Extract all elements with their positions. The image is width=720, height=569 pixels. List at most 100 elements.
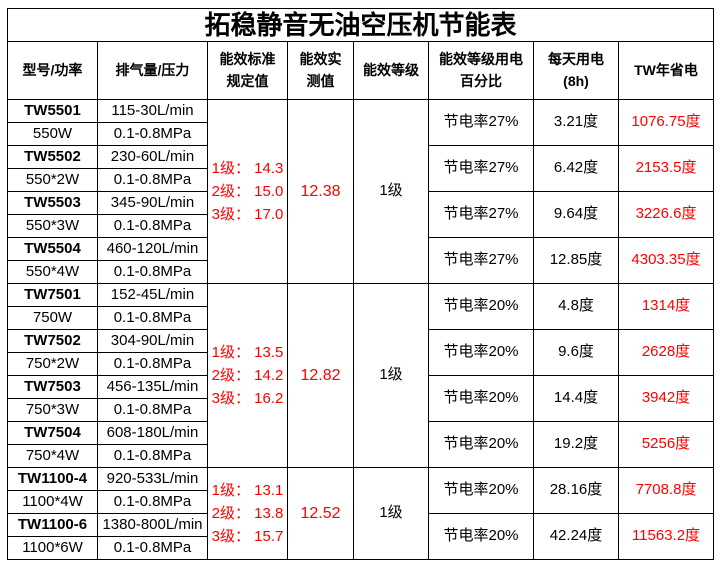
flow-cell: 230-60L/min xyxy=(97,145,208,169)
standard-line: 2级： 14.2 xyxy=(211,367,284,384)
flow-cell: 920-533L/min xyxy=(97,467,208,491)
annual-saving-cell: 3226.6度 xyxy=(617,191,715,238)
saving-rate-cell: 节电率20% xyxy=(428,375,534,422)
model-cell: TW7503 xyxy=(7,375,98,399)
daily-usage-cell: 6.42度 xyxy=(533,145,619,192)
flow-cell: 152-45L/min xyxy=(97,283,208,307)
col-header-displacement-pressure: 排气量/压力 xyxy=(97,41,208,100)
col-header-grade: 能效等级 xyxy=(353,41,429,100)
table-row: TW5503 345-90L/min 节电率27% 9.64度 3226.6度 xyxy=(7,191,715,238)
table-row: 750*3W 0.1-0.8MPa xyxy=(7,398,714,422)
standard-line: 3级： 15.7 xyxy=(211,528,284,545)
daily-usage-cell: 9.6度 xyxy=(533,329,619,376)
pressure-cell: 0.1-0.8MPa xyxy=(97,260,208,284)
col-header-annual-saving: TW年省电 xyxy=(617,41,715,100)
table-row: TW7502 304-90L/min 节电率20% 9.6度 2628度 xyxy=(7,329,715,376)
model-cell: TW7502 xyxy=(7,329,98,353)
daily-usage-cell: 9.64度 xyxy=(533,191,619,238)
power-cell: 750*3W xyxy=(7,398,98,422)
power-cell: 750*4W xyxy=(7,444,98,468)
grade-cell: 1级 xyxy=(353,467,429,560)
flow-cell: 456-135L/min xyxy=(97,375,208,399)
standard-values-cell: 1级： 13.1 2级： 13.8 3级： 15.7 xyxy=(207,467,288,560)
standard-line: 2级： 15.0 xyxy=(211,183,284,200)
pressure-cell: 0.1-0.8MPa xyxy=(97,490,208,514)
col-header-model-power: 型号/功率 xyxy=(7,41,98,100)
standard-line: 3级： 17.0 xyxy=(211,206,284,223)
pressure-cell: 0.1-0.8MPa xyxy=(97,398,208,422)
standard-line: 1级： 13.5 xyxy=(211,344,284,361)
grade-cell: 1级 xyxy=(353,283,429,468)
pressure-cell: 0.1-0.8MPa xyxy=(97,122,208,146)
table-row: TW7501 152-45L/min 1级： 13.5 2级： 14.2 3级：… xyxy=(7,283,715,468)
saving-rate-cell: 节电率20% xyxy=(428,467,534,514)
table-row: TW7504 608-180L/min 节电率20% 19.2度 5256度 xyxy=(7,421,715,468)
table-row: 1100*6W 0.1-0.8MPa xyxy=(7,536,714,560)
power-cell: 550*3W xyxy=(7,214,98,238)
pressure-cell: 0.1-0.8MPa xyxy=(97,536,208,560)
flow-cell: 345-90L/min xyxy=(97,191,208,215)
standard-values-cell: 1级： 14.3 2级： 15.0 3级： 17.0 xyxy=(207,99,288,284)
annual-saving-cell: 4303.35度 xyxy=(617,237,715,284)
col-header-grade-power-pct: 能效等级用电 百分比 xyxy=(428,41,534,100)
annual-saving-cell: 5256度 xyxy=(617,421,715,468)
flow-cell: 115-30L/min xyxy=(97,99,208,123)
model-cell: TW7504 xyxy=(7,421,98,445)
pressure-cell: 0.1-0.8MPa xyxy=(97,444,208,468)
model-cell: TW1100-4 xyxy=(7,467,98,491)
standard-line: 2级： 13.8 xyxy=(211,505,284,522)
saving-rate-cell: 节电率27% xyxy=(428,145,534,192)
daily-usage-cell: 4.8度 xyxy=(533,283,619,330)
table-row: 1100*4W 0.1-0.8MPa xyxy=(7,490,714,514)
power-cell: 750W xyxy=(7,306,98,330)
saving-rate-cell: 节电率27% xyxy=(428,237,534,284)
pressure-cell: 0.1-0.8MPa xyxy=(97,306,208,330)
flow-cell: 460-120L/min xyxy=(97,237,208,261)
standard-values-cell: 1级： 13.5 2级： 14.2 3级： 16.2 xyxy=(207,283,288,468)
annual-saving-cell: 7708.8度 xyxy=(617,467,715,514)
energy-saving-table: 拓稳静音无油空压机节能表 型号/功率 排气量/压力 能效标准 规定值 能效实 测… xyxy=(6,8,715,560)
standard-line: 1级： 13.1 xyxy=(211,482,284,499)
col-header-standard-value: 能效标准 规定值 xyxy=(207,41,288,100)
daily-usage-cell: 14.4度 xyxy=(533,375,619,422)
saving-rate-cell: 节电率20% xyxy=(428,283,534,330)
saving-rate-cell: 节电率27% xyxy=(428,99,534,146)
col-header-daily-usage: 每天用电 (8h) xyxy=(533,41,619,100)
table-row: TW5504 460-120L/min 节电率27% 12.85度 4303.3… xyxy=(7,237,715,284)
annual-saving-cell: 2628度 xyxy=(617,329,715,376)
model-cell: TW5501 xyxy=(7,99,98,123)
flow-cell: 304-90L/min xyxy=(97,329,208,353)
annual-saving-cell: 3942度 xyxy=(617,375,715,422)
power-cell: 1100*4W xyxy=(7,490,98,514)
standard-line: 3级： 16.2 xyxy=(211,390,284,407)
flow-cell: 1380-800L/min xyxy=(97,513,208,537)
model-cell: TW7501 xyxy=(7,283,98,307)
flow-cell: 608-180L/min xyxy=(97,421,208,445)
daily-usage-cell: 28.16度 xyxy=(533,467,619,514)
saving-rate-cell: 节电率27% xyxy=(428,191,534,238)
table-row: 550*2W 0.1-0.8MPa xyxy=(7,168,714,192)
grade-cell: 1级 xyxy=(353,99,429,284)
power-cell: 550*2W xyxy=(7,168,98,192)
pressure-cell: 0.1-0.8MPa xyxy=(97,214,208,238)
daily-usage-cell: 3.21度 xyxy=(533,99,619,146)
col-header-measured-value: 能效实 测值 xyxy=(287,41,354,100)
annual-saving-cell: 1314度 xyxy=(617,283,715,330)
annual-saving-cell: 1076.75度 xyxy=(617,99,715,146)
model-cell: TW5504 xyxy=(7,237,98,261)
annual-saving-cell: 11563.2度 xyxy=(617,513,715,560)
daily-usage-cell: 12.85度 xyxy=(533,237,619,284)
table-row: TW1100-4 920-533L/min 1级： 13.1 2级： 13.8 … xyxy=(7,467,715,560)
table-row: TW5501 115-30L/min 1级： 14.3 2级： 15.0 3级：… xyxy=(7,99,715,284)
daily-usage-cell: 42.24度 xyxy=(533,513,619,560)
power-cell: 1100*6W xyxy=(7,536,98,560)
table-title: 拓稳静音无油空压机节能表 xyxy=(6,8,715,42)
table-row: 550*4W 0.1-0.8MPa xyxy=(7,260,714,284)
table-row: 750*2W 0.1-0.8MPa xyxy=(7,352,714,376)
pressure-cell: 0.1-0.8MPa xyxy=(97,168,208,192)
table-row: TW1100-6 1380-800L/min 节电率20% 42.24度 115… xyxy=(7,513,715,560)
power-cell: 550W xyxy=(7,122,98,146)
table-row: 550W 0.1-0.8MPa xyxy=(7,122,714,146)
table-row: 550*3W 0.1-0.8MPa xyxy=(7,214,714,238)
